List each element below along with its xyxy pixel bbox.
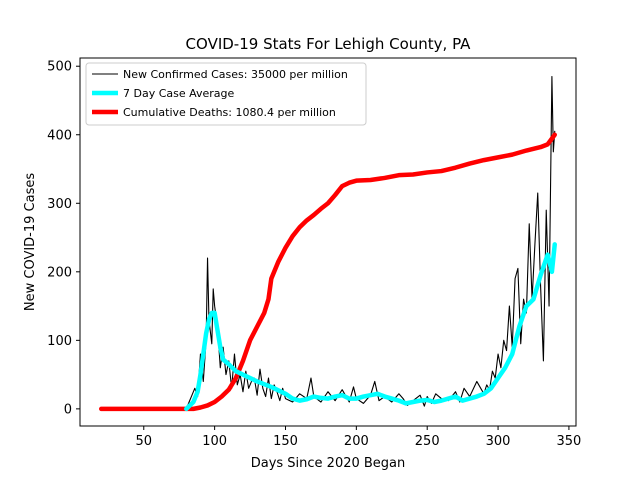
- y-tick-label: 300: [47, 197, 72, 212]
- axes-frame: [79, 57, 577, 427]
- series-line-new-confirmed-cases-35000-per-million: [100, 75, 556, 410]
- y-tick-label: 400: [47, 128, 72, 143]
- x-tick-label: 350: [557, 434, 582, 449]
- series-line-cumulative-deaths-1080-4-per-million: [99, 132, 557, 412]
- plot-area: [99, 75, 557, 412]
- x-axis-ticks: 50 100 150 200 250 300 350: [135, 426, 581, 449]
- chart-title: COVID-19 Stats For Lehigh County, PA: [186, 35, 472, 53]
- legend-label-7-day-average: 7 Day Case Average: [123, 87, 235, 100]
- x-tick-label: 250: [415, 434, 440, 449]
- legend-label-cumulative-deaths: Cumulative Deaths: 1080.4 per million: [123, 106, 336, 119]
- y-tick-label: 200: [47, 265, 72, 280]
- legend: New Confirmed Cases: 35000 per million 7…: [85, 62, 367, 126]
- y-tick-label: 0: [64, 402, 72, 417]
- y-tick-label: 500: [47, 60, 72, 75]
- series-line-7-day-case-average: [184, 242, 557, 412]
- y-axis-label: New COVID-19 Cases: [23, 173, 38, 311]
- legend-box: [85, 62, 367, 126]
- x-tick-label: 100: [202, 434, 227, 449]
- legend-label-new-cases: New Confirmed Cases: 35000 per million: [123, 68, 348, 81]
- x-tick-label: 150: [273, 434, 298, 449]
- series-layer: [99, 75, 557, 412]
- x-tick-label: 50: [135, 434, 152, 449]
- x-tick-label: 300: [486, 434, 511, 449]
- y-axis-ticks: 0 100 200 300 400 500: [47, 60, 80, 417]
- y-tick-label: 100: [47, 334, 72, 349]
- x-axis-label: Days Since 2020 Began: [251, 456, 406, 471]
- x-tick-label: 200: [344, 434, 369, 449]
